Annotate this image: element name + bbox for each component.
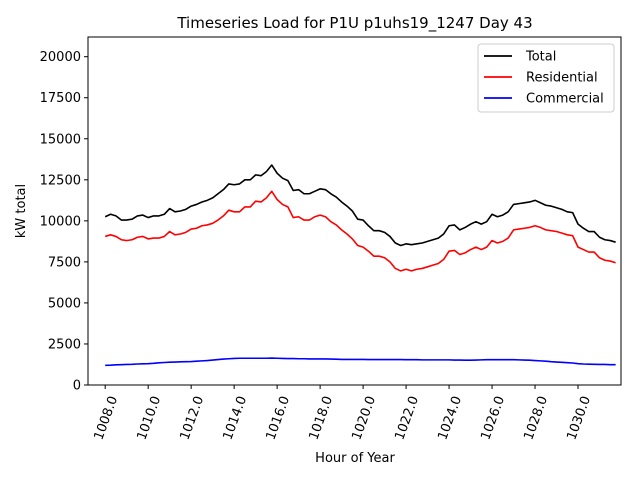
legend-box	[477, 43, 615, 113]
y-tick-label: 15000	[40, 132, 81, 147]
y-tick-label: 20000	[40, 50, 81, 65]
plot-area-frame	[87, 36, 622, 386]
y-tick-label: 12500	[40, 173, 81, 188]
chart-title: Timeseries Load for P1U p1uhs19_1247 Day…	[176, 14, 532, 33]
y-axis: 0 2500 5000 7500 10000 12500 15000 17500 20000	[40, 50, 88, 394]
y-tick-label: 5000	[48, 296, 81, 311]
y-tick-label: 0	[73, 379, 81, 394]
series-line-residential	[104, 190, 616, 272]
x-axis-label: Hour of Year	[315, 451, 395, 466]
series-lines	[104, 164, 616, 367]
legend-label-commercial: Commercial	[526, 92, 604, 107]
y-tick-label: 10000	[40, 214, 81, 229]
y-tick-label: 2500	[48, 337, 81, 352]
legend: Total Residential Commercial	[477, 43, 615, 113]
y-tick-label: 17500	[40, 91, 81, 106]
legend-label-total: Total	[525, 50, 556, 65]
y-tick-label: 7500	[48, 255, 81, 270]
legend-label-residential: Residential	[526, 71, 598, 86]
series-line-total	[104, 164, 616, 247]
series-line-commercial	[105, 357, 616, 367]
y-axis-label: kW total	[14, 184, 29, 238]
